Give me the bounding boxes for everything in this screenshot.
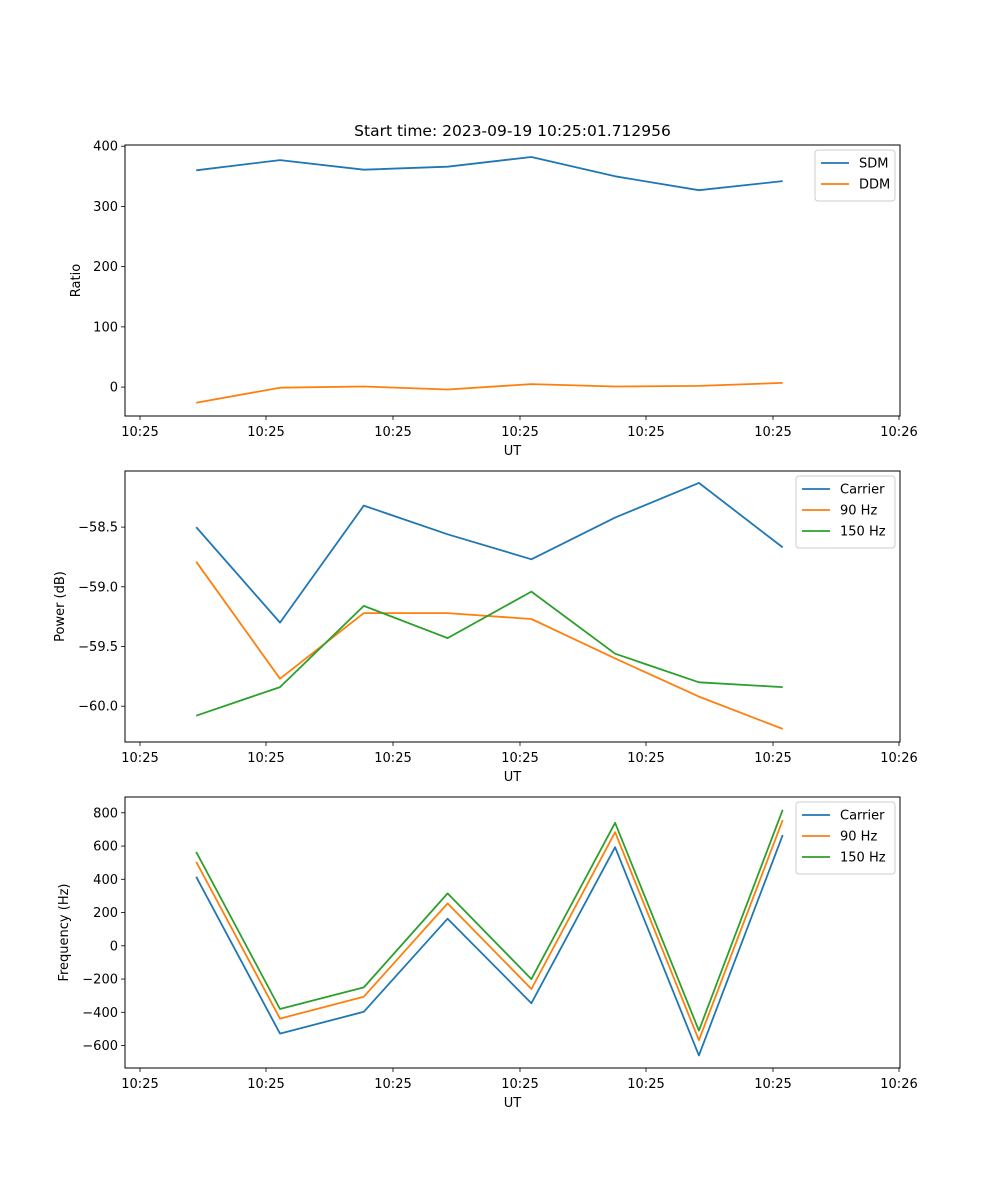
power-panel: 10:25 10:25 10:25 10:25 10:25 10:25 10:26 −60.0… [53,470,918,785]
y-tick-label: −58.5 [78,521,118,536]
legend-label: Carrier [840,483,885,498]
x-tick-label: 10:26 [880,1077,917,1092]
legend-label: 90 Hz [840,504,877,519]
x-tick-label: 10:26 [880,425,917,440]
y-tick-label: −600 [82,1039,118,1054]
y-tick-label: 0 [110,381,118,396]
legend-label: DDM [859,178,890,193]
x-tick-label: 10:26 [880,751,917,766]
x-tick-label: 10:25 [121,425,158,440]
x-tick-label: 10:25 [754,425,791,440]
legend: Carrier 90 Hz 150 Hz [795,475,896,549]
legend-label: 150 Hz [840,525,886,540]
x-tick-label: 10:25 [247,425,284,440]
legend-box [795,801,896,875]
x-axis-label: UT [504,444,522,459]
legend-label: SDM [859,157,888,172]
x-tick-label: 10:25 [627,1077,664,1092]
x-tick-label: 10:25 [374,751,411,766]
y-axis-label: Ratio [69,264,84,297]
x-tick-label: 10:25 [501,751,538,766]
x-tick-label: 10:25 [754,1077,791,1092]
frequency-panel: 10:25 10:25 10:25 10:25 10:25 10:25 10:26 −600 −… [57,796,918,1111]
x-tick-label: 10:25 [374,1077,411,1092]
y-tick-label: 200 [93,906,118,921]
axes-frame [124,796,901,1069]
axes-frame [124,470,901,743]
x-tick-label: 10:25 [627,751,664,766]
ratio-panel: 10:25 10:25 10:25 10:25 10:25 10:25 10:26 0 100 2… [69,140,918,459]
x-tick-label: 10:25 [501,425,538,440]
legend-label: Carrier [840,809,885,824]
y-tick-label: 400 [93,873,118,888]
y-tick-label: −200 [82,973,118,988]
y-tick-label: 300 [93,200,118,215]
y-tick-label: 0 [110,939,118,954]
y-tick-label: −59.5 [78,640,118,655]
legend: SDM DDM [814,149,896,202]
series-line-90-hz [195,561,784,730]
x-tick-label: 10:25 [121,1077,158,1092]
axes-frame [124,144,901,417]
y-tick-label: 400 [93,140,118,155]
legend-box [795,475,896,549]
y-tick-label: 800 [93,806,118,821]
legend-label: 150 Hz [840,851,886,866]
y-tick-label: 600 [93,840,118,855]
x-axis-label: UT [504,1096,522,1111]
series-line-carrier [195,481,784,624]
y-tick-label: −60.0 [78,700,118,715]
x-tick-label: 10:25 [627,425,664,440]
x-tick-label: 10:25 [247,1077,284,1092]
series-line-sdm [196,156,783,192]
series-line-ddm [196,382,783,404]
series-line-150-hz [195,809,784,1032]
x-tick-label: 10:25 [754,751,791,766]
y-tick-label: 100 [93,320,118,335]
y-tick-label: −59.0 [78,580,118,595]
legend-label: 90 Hz [840,830,877,845]
x-tick-label: 10:25 [374,425,411,440]
y-tick-label: −400 [82,1006,118,1021]
x-axis-label: UT [504,770,522,785]
series-line-carrier [195,834,784,1057]
x-tick-label: 10:25 [501,1077,538,1092]
x-tick-label: 10:25 [247,751,284,766]
series-line-90-hz [195,819,784,1042]
legend: Carrier 90 Hz 150 Hz [795,801,896,875]
y-axis-label: Power (dB) [53,571,68,642]
series-line-150-hz [195,590,783,717]
y-tick-label: 200 [93,260,118,275]
y-axis-label: Frequency (Hz) [57,883,72,981]
x-tick-label: 10:25 [121,751,158,766]
figure-title: Start time: 2023-09-19 10:25:01.712956 [354,122,671,140]
